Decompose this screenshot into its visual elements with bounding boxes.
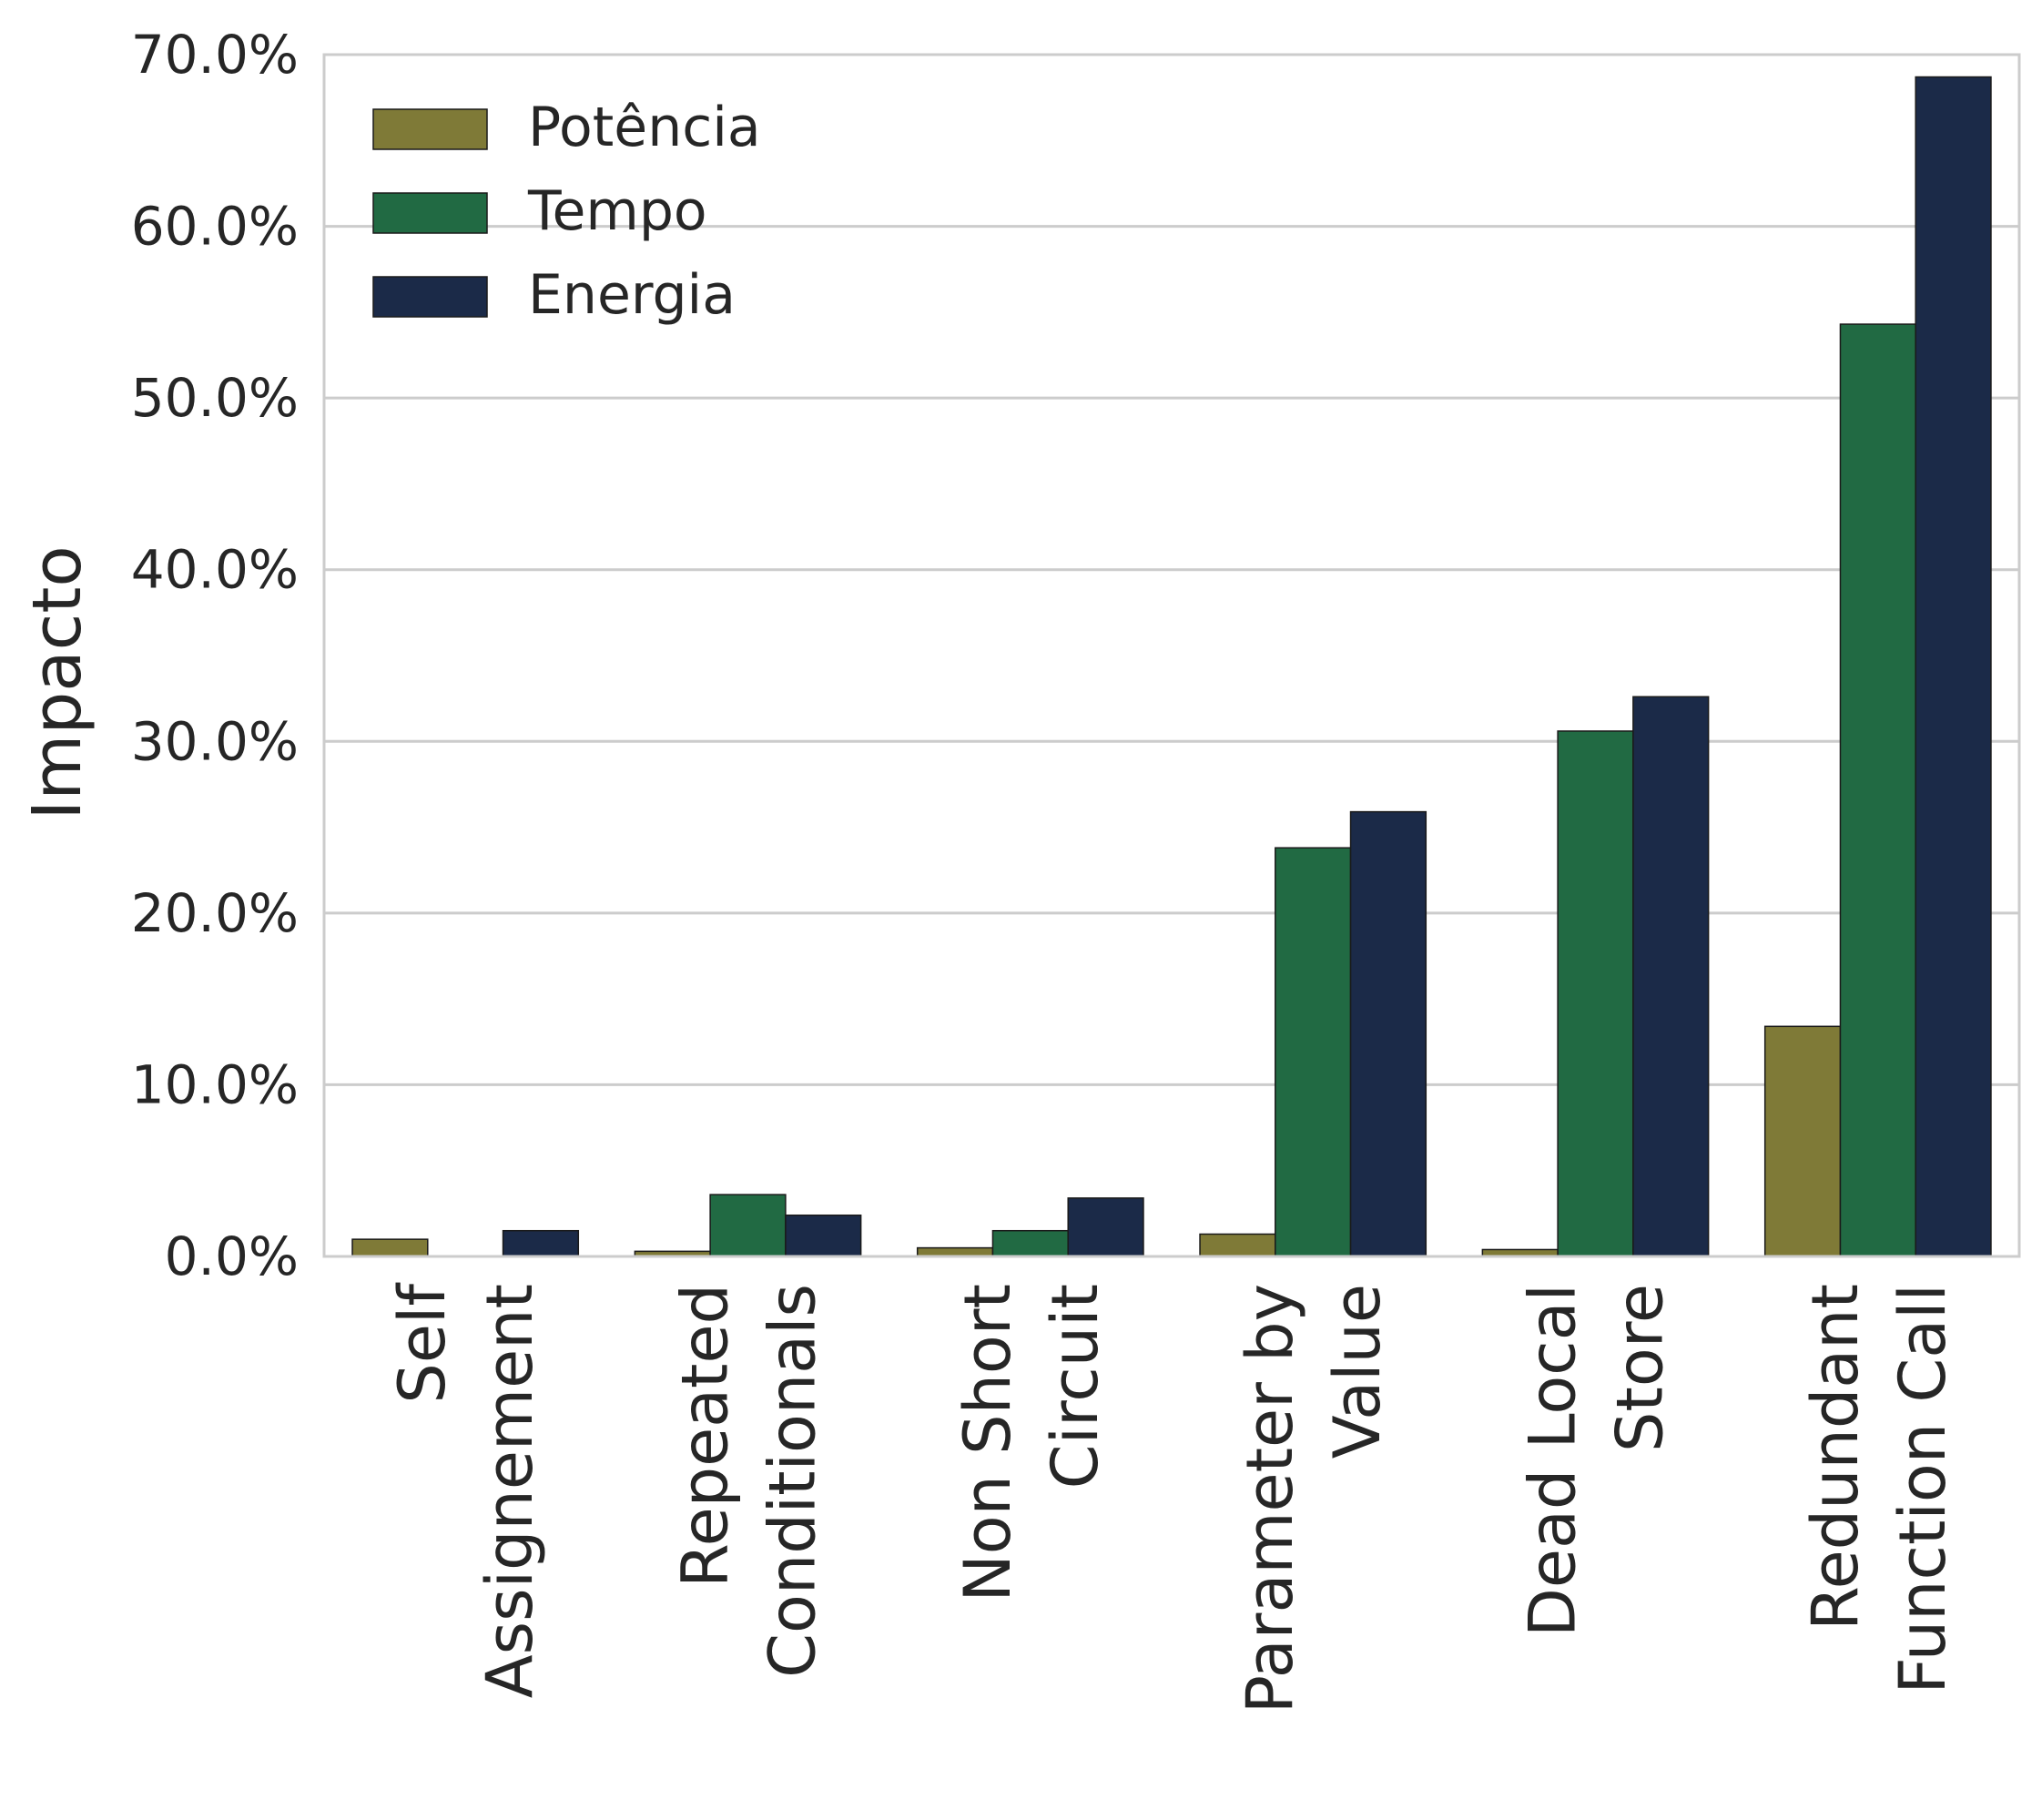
bar <box>991 1229 1069 1257</box>
x-category-label: Parameter by Value <box>1233 1284 1395 1713</box>
y-tick-label: 50.0% <box>131 367 299 429</box>
x-category-label-line: Circuit <box>1038 1284 1112 1489</box>
y-axis-title: Impacto <box>18 545 97 819</box>
x-category-label-line: Non Short <box>950 1284 1025 1602</box>
y-tick-label: 40.0% <box>131 539 299 601</box>
legend: Potência Tempo Energia <box>372 96 761 327</box>
legend-swatch <box>372 108 488 150</box>
plot-frame <box>322 53 2021 1258</box>
legend-swatch <box>372 192 488 234</box>
y-tick-label: 20.0% <box>131 882 299 944</box>
x-category-label-line: Assignement <box>472 1284 547 1698</box>
x-category-label-line: Store <box>1603 1284 1678 1452</box>
x-category-label-line: Conditionals <box>756 1284 830 1678</box>
x-category-label: Repeated Conditionals <box>668 1284 830 1678</box>
y-tick-label: 70.0% <box>131 24 299 86</box>
bar <box>502 1229 580 1257</box>
x-category-label: Dead Local Store <box>1516 1284 1678 1637</box>
y-tick-label: 60.0% <box>131 196 299 258</box>
bar <box>351 1238 429 1257</box>
x-category-label-line: Function Call <box>1885 1284 1960 1694</box>
y-tick-label: 10.0% <box>131 1053 299 1115</box>
bar <box>1915 76 1992 1257</box>
bars <box>351 76 1992 1257</box>
bar <box>1839 323 1916 1257</box>
y-tick-labels: 0.0% 10.0% 20.0% 30.0% 40.0% 50.0% 60.0% 70.0% <box>131 24 299 1287</box>
bar <box>1632 696 1710 1257</box>
x-category-label: Redundant Function Call <box>1798 1284 1960 1694</box>
bar <box>1557 730 1634 1257</box>
legend-label: Tempo <box>527 179 707 243</box>
x-category-label: Self Assignement <box>385 1283 547 1699</box>
bar <box>785 1214 862 1257</box>
x-category-label: Non Short Circuit <box>950 1284 1112 1602</box>
legend-label: Potência <box>528 96 761 159</box>
x-category-labels: Self Assignement Repeated Conditionals Non S… <box>385 1283 1960 1714</box>
legend-swatch <box>372 276 488 318</box>
y-tick-label: 0.0% <box>165 1225 299 1287</box>
legend-label: Energia <box>528 263 736 327</box>
x-category-label-line: Redundant <box>1798 1284 1873 1631</box>
bar <box>709 1194 787 1257</box>
x-category-label-line: Repeated <box>668 1284 743 1588</box>
bar <box>1275 847 1352 1257</box>
x-category-label-line: Parameter by <box>1233 1284 1307 1713</box>
bar <box>1199 1233 1276 1257</box>
x-category-label-line: Self <box>385 1283 460 1404</box>
bar <box>1067 1197 1144 1257</box>
bar <box>1349 810 1427 1257</box>
bar <box>1763 1025 1842 1257</box>
x-category-label-line: Dead Local <box>1516 1284 1590 1637</box>
x-category-label-line: Value <box>1320 1284 1395 1459</box>
y-tick-label: 30.0% <box>131 710 299 772</box>
